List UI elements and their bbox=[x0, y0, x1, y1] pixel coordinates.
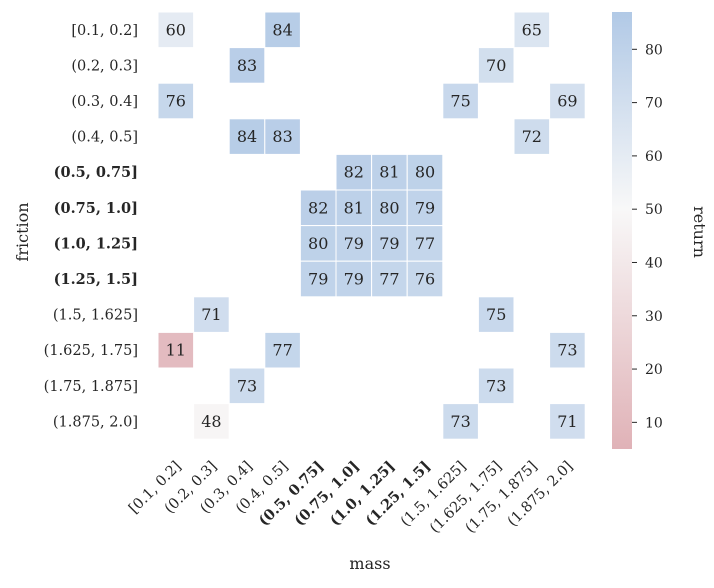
cell-value-label: 83 bbox=[237, 56, 257, 75]
colorbar-title: return bbox=[690, 206, 709, 258]
y-tick-label: (0.4, 0.5] bbox=[71, 130, 138, 146]
cell-value-label: 73 bbox=[557, 341, 577, 360]
cell-value-label: 82 bbox=[344, 163, 364, 182]
cell-value-label: 69 bbox=[557, 92, 577, 111]
heatmap-cell bbox=[513, 11, 551, 49]
cell-value-label: 84 bbox=[237, 127, 257, 146]
colorbar bbox=[612, 12, 632, 449]
heatmap-cell bbox=[406, 189, 444, 227]
cell-value-label: 77 bbox=[379, 270, 399, 289]
y-tick-label: (1.5, 1.625] bbox=[53, 308, 138, 324]
y-tick-label: (0.75, 1.0] bbox=[54, 200, 138, 217]
heatmap-cell bbox=[157, 11, 195, 49]
y-tick-label: (1.25, 1.5] bbox=[54, 271, 138, 288]
y-tick-label: (0.2, 0.3] bbox=[71, 58, 138, 74]
cell-value-label: 71 bbox=[201, 305, 221, 324]
cell-value-label: 11 bbox=[166, 341, 186, 360]
cell-value-label: 79 bbox=[415, 198, 435, 217]
cell-value-label: 76 bbox=[415, 270, 435, 289]
y-tick-label: (1.75, 1.875] bbox=[44, 379, 138, 395]
heatmap-cell bbox=[299, 225, 337, 262]
heatmap-cell bbox=[477, 367, 515, 405]
colorbar-tick-label: 30 bbox=[645, 309, 663, 325]
y-tick-label: (1.875, 2.0] bbox=[53, 414, 138, 430]
heatmap-cell bbox=[442, 403, 479, 440]
heatmap-cell bbox=[406, 260, 444, 298]
y-tick-label: [0.1, 0.2] bbox=[71, 23, 138, 39]
cell-value-label: 81 bbox=[344, 198, 364, 217]
heatmap-cell bbox=[264, 331, 301, 369]
heatmap-cell bbox=[264, 118, 301, 155]
x-tick-labels: [0.1, 0.2](0.2, 0.3](0.3, 0.4](0.4, 0.5]… bbox=[126, 458, 576, 537]
heatmap-cell bbox=[549, 82, 586, 120]
y-tick-labels: [0.1, 0.2] (0.2, 0.3] (0.3, 0.4] (0.4, 0.5]… bbox=[44, 23, 138, 431]
y-axis-title: friction bbox=[13, 202, 32, 261]
colorbar-tick-label: 60 bbox=[645, 149, 663, 165]
heatmap-cell bbox=[228, 367, 266, 405]
heatmap-cell bbox=[228, 118, 266, 155]
y-tick-label: (0.3, 0.4] bbox=[71, 94, 138, 110]
y-tick-label: (1.625, 1.75] bbox=[44, 343, 138, 359]
cell-value-label: 65 bbox=[522, 20, 542, 39]
heatmap-cell bbox=[193, 403, 230, 440]
heatmap-cell bbox=[335, 189, 373, 227]
colorbar-tick-label: 70 bbox=[645, 96, 663, 112]
cell-value-label: 80 bbox=[379, 198, 399, 217]
cell-value-label: 75 bbox=[450, 92, 470, 111]
heatmap-cell bbox=[157, 331, 195, 369]
heatmap-cell bbox=[371, 225, 408, 262]
cell-value-label: 76 bbox=[166, 92, 186, 111]
heatmap-cell bbox=[299, 260, 337, 298]
cell-value-label: 84 bbox=[272, 20, 292, 39]
heatmap-cell bbox=[513, 118, 551, 155]
heatmap-cell bbox=[228, 47, 266, 84]
cell-value-label: 79 bbox=[344, 270, 364, 289]
heatmap-cell bbox=[157, 82, 195, 120]
y-tick-label: (0.5, 0.75] bbox=[54, 164, 138, 181]
cell-value-label: 73 bbox=[237, 376, 257, 395]
heatmap-cell bbox=[193, 296, 230, 333]
colorbar-tick-label: 80 bbox=[645, 42, 663, 58]
heatmap-cell bbox=[477, 296, 515, 333]
heatmap-cell bbox=[477, 47, 515, 84]
cell-value-label: 79 bbox=[344, 234, 364, 253]
colorbar-tick-label: 10 bbox=[645, 415, 663, 431]
cell-value-label: 80 bbox=[308, 234, 328, 253]
cell-value-label: 77 bbox=[415, 234, 435, 253]
heatmap-cell bbox=[549, 331, 586, 369]
heatmap-cell bbox=[371, 260, 408, 298]
cell-value-label: 71 bbox=[557, 412, 577, 431]
colorbar-tick-label: 20 bbox=[645, 362, 663, 378]
y-tick-label: (1.0, 1.25] bbox=[54, 235, 138, 252]
cell-value-label: 80 bbox=[415, 163, 435, 182]
cell-value-label: 77 bbox=[272, 341, 292, 360]
cell-value-label: 60 bbox=[166, 20, 186, 39]
cell-value-label: 75 bbox=[486, 305, 506, 324]
heatmap-cell bbox=[335, 225, 373, 262]
cell-value-label: 70 bbox=[486, 56, 506, 75]
cell-value-label: 73 bbox=[486, 376, 506, 395]
cell-value-label: 81 bbox=[379, 163, 399, 182]
colorbar-tick-label: 40 bbox=[645, 255, 663, 271]
cell-value-label: 82 bbox=[308, 198, 328, 217]
heatmap-cell bbox=[442, 82, 479, 120]
x-axis-title: mass bbox=[349, 554, 390, 573]
cell-value-label: 79 bbox=[379, 234, 399, 253]
heatmap-cell bbox=[264, 11, 301, 49]
cell-value-label: 48 bbox=[201, 412, 221, 431]
cell-value-label: 72 bbox=[522, 127, 542, 146]
heatmap-cell bbox=[335, 153, 373, 191]
cell-value-label: 83 bbox=[272, 127, 292, 146]
cell-value-label: 73 bbox=[450, 412, 470, 431]
heatmap-cell bbox=[406, 153, 444, 191]
colorbar-ticks: 10 20 30 40 50 60 70 80 bbox=[632, 42, 663, 431]
heatmap-cells: 60 84 65 83 70 76 75 69 84 83 72 82 81 80 82 81 80 79 80 79… bbox=[157, 11, 586, 440]
cell-value-label: 79 bbox=[308, 270, 328, 289]
heatmap-cell bbox=[549, 403, 586, 440]
heatmap-cell bbox=[371, 189, 408, 227]
colorbar-tick-label: 50 bbox=[645, 202, 663, 218]
heatmap-cell bbox=[406, 225, 444, 262]
